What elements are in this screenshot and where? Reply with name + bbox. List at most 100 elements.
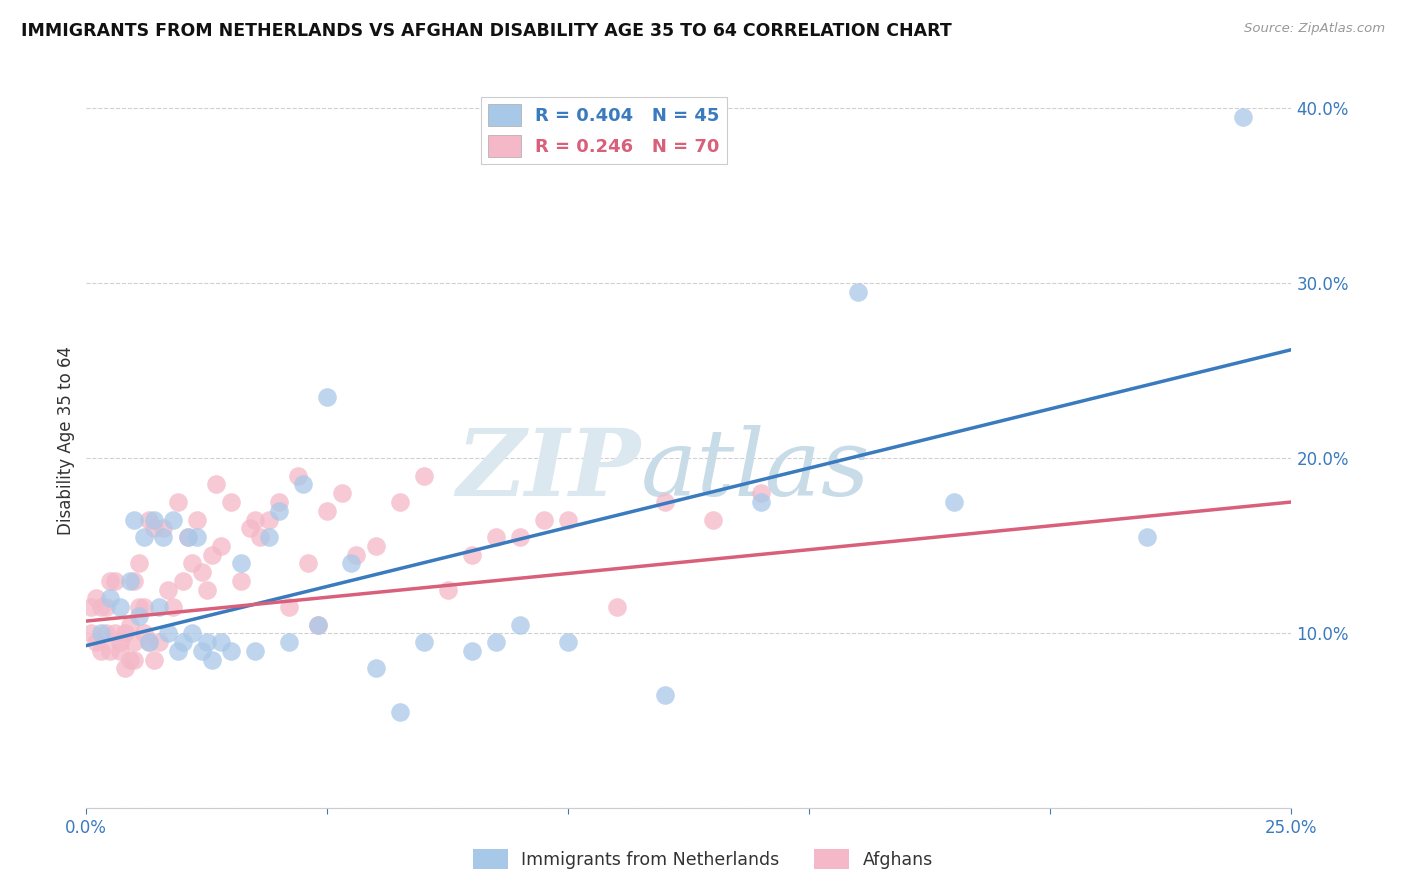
Point (134, 530, 156, 544)
Point (364, 539, 387, 553)
Point (195, 582, 218, 597)
Point (108, 635, 131, 649)
Point (176, 530, 198, 544)
Point (749, 486, 772, 500)
Point (181, 626, 204, 640)
Point (108, 644, 131, 658)
Point (124, 512, 146, 526)
Point (846, 285, 869, 299)
Point (292, 477, 315, 491)
Point (124, 574, 146, 588)
Point (269, 495, 291, 509)
Point (1136, 530, 1159, 544)
Point (330, 486, 353, 500)
Point (148, 600, 170, 615)
Point (209, 635, 232, 649)
Point (316, 390, 339, 404)
Point (128, 608, 150, 623)
Point (100, 644, 122, 658)
Point (167, 495, 190, 509)
Point (277, 600, 299, 615)
Point (388, 495, 411, 509)
Point (152, 530, 174, 544)
Point (118, 617, 141, 632)
Point (90, 626, 112, 640)
Point (364, 661, 387, 675)
Point (94, 626, 117, 640)
Point (90, 600, 112, 615)
Point (461, 548, 484, 562)
Point (340, 556, 363, 570)
Point (749, 495, 772, 509)
Point (186, 530, 208, 544)
Point (128, 600, 150, 615)
Point (344, 548, 367, 562)
Point (509, 617, 531, 632)
Point (167, 644, 190, 658)
Point (162, 512, 184, 526)
Point (702, 512, 724, 526)
Point (412, 635, 434, 649)
Point (80, 600, 103, 615)
Point (176, 530, 198, 544)
Point (128, 556, 150, 570)
Point (108, 600, 131, 615)
Point (485, 635, 508, 649)
Point (191, 644, 214, 658)
Point (287, 468, 309, 483)
Point (138, 635, 160, 649)
Point (84, 635, 107, 649)
Point (209, 539, 232, 553)
Point (118, 574, 141, 588)
Point (307, 617, 329, 632)
Point (277, 635, 299, 649)
Point (124, 652, 146, 666)
Text: Source: ZipAtlas.com: Source: ZipAtlas.com (1244, 22, 1385, 36)
Point (134, 626, 156, 640)
Point (114, 626, 136, 640)
Point (80, 626, 103, 640)
Point (142, 521, 165, 535)
Point (157, 582, 180, 597)
Point (94, 600, 117, 615)
Point (134, 600, 156, 615)
Point (437, 582, 460, 597)
Point (157, 626, 180, 640)
Point (90, 644, 112, 658)
Point (229, 574, 252, 588)
Point (219, 495, 242, 509)
Y-axis label: Disability Age 35 to 64: Disability Age 35 to 64 (58, 346, 75, 535)
Point (152, 521, 174, 535)
Point (388, 705, 411, 719)
Point (195, 635, 218, 649)
Point (307, 617, 329, 632)
Point (243, 512, 266, 526)
Legend: R = 0.404   N = 45, R = 0.246   N = 70: R = 0.404 N = 45, R = 0.246 N = 70 (481, 96, 727, 164)
Point (412, 468, 434, 483)
Point (201, 548, 224, 562)
Point (557, 512, 579, 526)
Point (485, 530, 508, 544)
Point (509, 530, 531, 544)
Point (142, 652, 165, 666)
Point (186, 512, 208, 526)
Point (104, 574, 127, 588)
Text: IMMIGRANTS FROM NETHERLANDS VS AFGHAN DISABILITY AGE 35 TO 64 CORRELATION CHART: IMMIGRANTS FROM NETHERLANDS VS AFGHAN DI… (21, 22, 952, 40)
Point (100, 591, 122, 606)
Legend: Immigrants from Netherlands, Afghans: Immigrants from Netherlands, Afghans (465, 842, 941, 876)
Point (138, 512, 160, 526)
Point (1232, 110, 1254, 124)
Point (148, 635, 170, 649)
Point (181, 556, 204, 570)
Point (162, 600, 184, 615)
Text: ZIP: ZIP (457, 425, 641, 516)
Text: atlas: atlas (641, 425, 870, 516)
Point (229, 556, 252, 570)
Point (259, 530, 281, 544)
Point (461, 644, 484, 658)
Point (104, 626, 127, 640)
Point (269, 504, 291, 518)
Point (297, 556, 319, 570)
Point (191, 565, 214, 579)
Point (142, 512, 165, 526)
